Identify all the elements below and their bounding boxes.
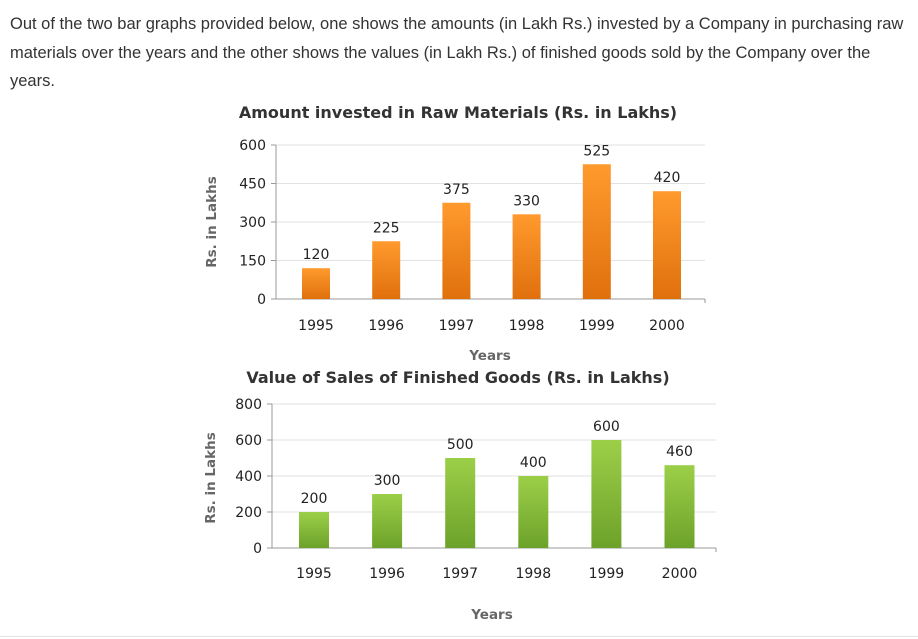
raw-bar-1998 (512, 214, 541, 299)
sales-data-label-1999: 600 (593, 419, 620, 435)
raw-materials-chart-title: Amount invested in Raw Materials (Rs. in… (239, 103, 677, 122)
raw-x-tick-label-1999: 1999 (579, 318, 615, 334)
raw-data-label-2000: 420 (654, 170, 681, 186)
raw-y-tick-label: 0 (257, 292, 266, 308)
raw-x-tick-label-1995: 1995 (298, 318, 334, 334)
sales-data-label-2000: 460 (666, 444, 693, 460)
sales-data-label-1996: 300 (374, 473, 401, 489)
bottom-divider (0, 636, 918, 637)
sales-y-axis-label: Rs. in Lakhs (203, 432, 219, 524)
raw-x-tick-label-1996: 1996 (368, 318, 404, 334)
raw-data-label-1996: 225 (373, 220, 400, 236)
sales-data-label-1998: 400 (520, 455, 547, 471)
sales-bar-1996 (372, 494, 403, 548)
raw-data-label-1999: 525 (583, 143, 610, 159)
sales-y-tick-label: 400 (235, 469, 262, 485)
sales-x-tick-label-1999: 1999 (589, 566, 625, 582)
raw-materials-y-axis-label: Rs. in Lakhs (204, 176, 220, 268)
raw-bar-1995 (302, 268, 330, 299)
sales-x-tick-label-1997: 1997 (442, 566, 478, 582)
sales-y-tick-label: 600 (235, 433, 262, 449)
raw-materials-x-axis-label: Years (468, 348, 511, 364)
raw-x-tick-label-1997: 1997 (439, 318, 475, 334)
sales-bar-1995 (299, 512, 329, 548)
sales-x-tick-label-1995: 1995 (296, 566, 332, 582)
sales-x-tick-label-2000: 2000 (662, 566, 698, 582)
raw-data-label-1995: 120 (303, 247, 330, 263)
raw-y-tick-label: 600 (239, 138, 266, 154)
sales-x-axis-label: Years (470, 607, 513, 623)
sales-y-tick-label: 200 (235, 505, 262, 521)
sales-bar-1999 (591, 440, 622, 548)
sales-data-label-1995: 200 (301, 491, 328, 507)
sales-bar-1998 (518, 476, 549, 548)
sales-bar-1997 (445, 458, 476, 548)
sales-x-tick-label-1996: 1996 (369, 566, 405, 582)
sales-chart-title: Value of Sales of Finished Goods (Rs. in… (246, 368, 669, 387)
sales-y-tick-label: 0 (253, 541, 262, 557)
sales-x-tick-label-1998: 1998 (515, 566, 551, 582)
raw-bar-1997 (442, 202, 471, 299)
raw-y-tick-label: 300 (239, 215, 266, 231)
question-text: Out of the two bar graphs provided below… (10, 15, 904, 90)
raw-x-tick-label-1998: 1998 (509, 318, 545, 334)
raw-y-tick-label: 450 (239, 177, 266, 193)
raw-data-label-1998: 330 (513, 193, 540, 209)
sales-bar-2000 (664, 465, 695, 548)
raw-bar-2000 (653, 191, 681, 299)
raw-bar-1996 (372, 241, 401, 299)
raw-bar-1999 (582, 164, 611, 299)
sales-data-label-1997: 500 (447, 437, 474, 453)
raw-y-tick-label: 150 (239, 254, 266, 270)
sales-y-tick-label: 800 (235, 397, 262, 413)
raw-x-tick-label-2000: 2000 (649, 318, 685, 334)
raw-data-label-1997: 375 (443, 182, 470, 198)
